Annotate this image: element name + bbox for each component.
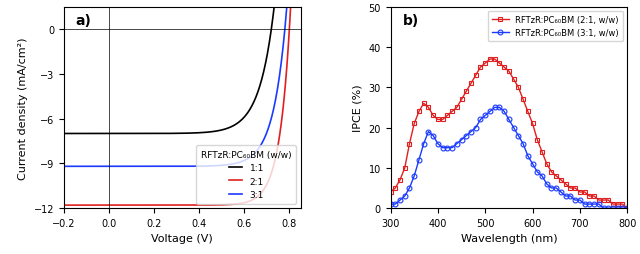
3:1 — [201, 165, 209, 168]
RFTzR:PC₆₀BM (2:1, w/w) — [463, 90, 470, 93]
X-axis label: Wavelength (nm): Wavelength (nm) — [461, 233, 557, 243]
2:1 — [60, 204, 68, 207]
Line: RFTzR:PC₆₀BM (2:1, w/w): RFTzR:PC₆₀BM (2:1, w/w) — [388, 57, 630, 211]
RFTzR:PC₆₀BM (3:1, w/w) — [562, 195, 570, 198]
RFTzR:PC₆₀BM (3:1, w/w) — [439, 147, 447, 150]
RFTzR:PC₆₀BM (3:1, w/w) — [387, 203, 394, 206]
Y-axis label: Current density (mA/cm²): Current density (mA/cm²) — [18, 37, 28, 179]
RFTzR:PC₆₀BM (3:1, w/w) — [463, 135, 470, 138]
2:1 — [174, 204, 182, 207]
3:1 — [174, 165, 182, 168]
3:1 — [173, 165, 180, 168]
1:1 — [201, 131, 209, 134]
Text: a): a) — [76, 14, 92, 28]
2:1 — [188, 204, 196, 207]
Text: b): b) — [403, 14, 419, 28]
Line: 1:1: 1:1 — [64, 0, 301, 134]
2:1 — [173, 204, 180, 207]
RFTzR:PC₆₀BM (2:1, w/w) — [387, 191, 394, 194]
Line: RFTzR:PC₆₀BM (3:1, w/w): RFTzR:PC₆₀BM (3:1, w/w) — [388, 105, 630, 211]
RFTzR:PC₆₀BM (3:1, w/w) — [491, 106, 499, 109]
3:1 — [188, 165, 196, 168]
RFTzR:PC₆₀BM (3:1, w/w) — [623, 207, 631, 210]
3:1 — [254, 148, 262, 151]
RFTzR:PC₆₀BM (2:1, w/w) — [439, 118, 447, 121]
3:1 — [60, 165, 68, 168]
X-axis label: Voltage (V): Voltage (V) — [152, 233, 213, 243]
RFTzR:PC₆₀BM (3:1, w/w) — [458, 138, 465, 141]
RFTzR:PC₆₀BM (3:1, w/w) — [600, 207, 607, 210]
Y-axis label: IPCE (%): IPCE (%) — [353, 84, 363, 132]
Legend: 1:1, 2:1, 3:1: 1:1, 2:1, 3:1 — [196, 146, 296, 204]
RFTzR:PC₆₀BM (3:1, w/w) — [548, 187, 556, 190]
1:1 — [254, 91, 262, 94]
RFTzR:PC₆₀BM (2:1, w/w) — [486, 58, 494, 61]
RFTzR:PC₆₀BM (2:1, w/w) — [548, 171, 556, 174]
RFTzR:PC₆₀BM (3:1, w/w) — [619, 207, 627, 210]
RFTzR:PC₆₀BM (2:1, w/w) — [458, 98, 465, 101]
Line: 3:1: 3:1 — [64, 0, 301, 167]
RFTzR:PC₆₀BM (2:1, w/w) — [619, 203, 627, 206]
RFTzR:PC₆₀BM (2:1, w/w) — [623, 207, 631, 210]
1:1 — [173, 132, 180, 135]
RFTzR:PC₆₀BM (2:1, w/w) — [562, 183, 570, 186]
1:1 — [60, 132, 68, 135]
2:1 — [254, 195, 262, 198]
Legend: RFTzR:PC₆₀BM (2:1, w/w), RFTzR:PC₆₀BM (3:1, w/w): RFTzR:PC₆₀BM (2:1, w/w), RFTzR:PC₆₀BM (3… — [488, 12, 623, 42]
1:1 — [188, 132, 196, 135]
Line: 2:1: 2:1 — [64, 0, 301, 205]
2:1 — [201, 204, 209, 207]
1:1 — [174, 132, 182, 135]
